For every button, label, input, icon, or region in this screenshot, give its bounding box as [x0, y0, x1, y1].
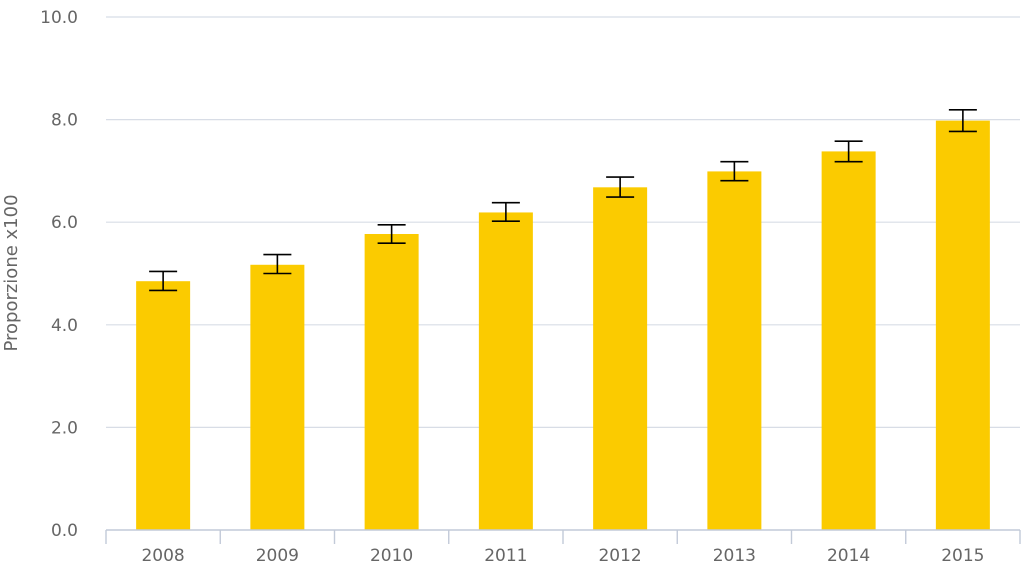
- y-axis-ticks: 0.0 2.0 4.0 6.0 8.0 10.0: [40, 8, 78, 541]
- bar-2014: [821, 151, 876, 530]
- error-bar-2009: [263, 253, 292, 275]
- y-tick-label: 2.0: [51, 418, 78, 438]
- x-tick-label-2010: 2010: [370, 546, 413, 566]
- error-bar-2015: [948, 109, 977, 133]
- x-tick-label-2009: 2009: [256, 546, 299, 566]
- x-tick-label-2008: 2008: [141, 546, 184, 566]
- bar-2010: [364, 233, 419, 530]
- error-bar-2011: [491, 201, 520, 222]
- y-tick-label: 8.0: [51, 111, 78, 131]
- bar-2015: [935, 120, 990, 530]
- y-tick-label: 4.0: [51, 316, 78, 336]
- error-bars: [149, 109, 977, 292]
- x-axis: 2008 2009 2010 2011 2012 2013 2014 2015: [105, 529, 1021, 566]
- bar-2011: [478, 212, 533, 530]
- bar-2012: [593, 187, 648, 531]
- error-bar-2013: [720, 160, 749, 182]
- x-tick-label-2014: 2014: [827, 546, 870, 566]
- x-tick-label-2012: 2012: [598, 546, 641, 566]
- bar-2009: [250, 264, 305, 530]
- y-tick-label: 6.0: [51, 213, 78, 233]
- bar-2013: [707, 171, 762, 530]
- x-tick-label-2013: 2013: [713, 546, 756, 566]
- error-bar-2010: [377, 223, 406, 245]
- bar-2008: [136, 281, 191, 530]
- y-tick-label: 10.0: [40, 8, 78, 28]
- y-tick-label: 0.0: [51, 521, 78, 541]
- y-axis-title: Proporzione x100: [1, 194, 22, 351]
- error-bar-2008: [149, 270, 178, 292]
- bars: [136, 120, 990, 531]
- grid-lines: [106, 16, 1020, 428]
- x-tick-label-2011: 2011: [484, 546, 527, 566]
- x-tick-label-2015: 2015: [941, 546, 984, 566]
- error-bar-2014: [834, 140, 863, 163]
- error-bar-2012: [606, 176, 635, 198]
